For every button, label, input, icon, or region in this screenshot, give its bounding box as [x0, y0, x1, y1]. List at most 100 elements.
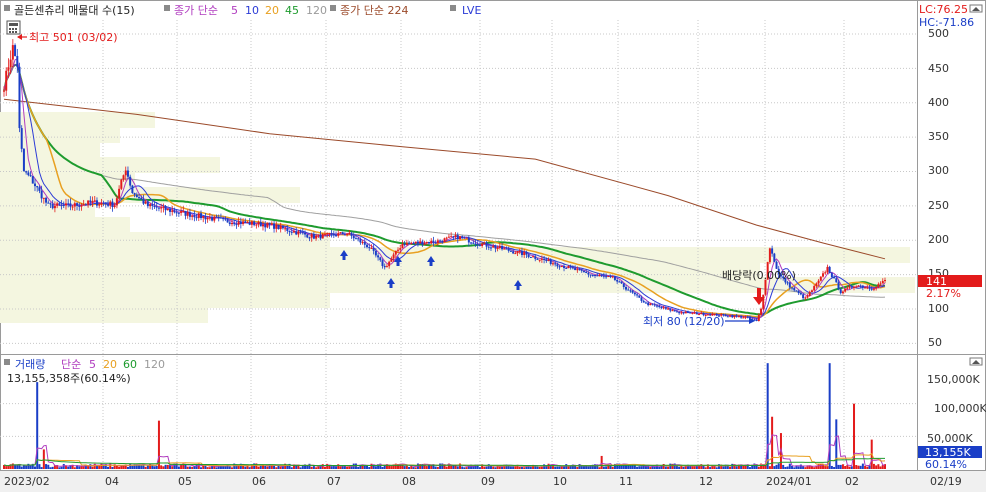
candle-body: [839, 289, 842, 294]
candle-body: [250, 221, 253, 225]
candle-body: [824, 272, 827, 274]
volume-bar: [558, 466, 561, 469]
volume-bar: [609, 464, 612, 469]
volume-bar: [100, 463, 103, 469]
volume-bar: [255, 463, 258, 469]
volume-bar: [662, 463, 665, 469]
current-volume-box: [918, 446, 982, 458]
volume-bar: [64, 465, 67, 469]
volume-profile-box: [0, 262, 760, 278]
volume-bar: [706, 464, 709, 469]
candle-body: [193, 215, 196, 218]
volume-bar: [374, 466, 377, 469]
candle-body: [332, 233, 335, 236]
candle-body: [264, 224, 267, 228]
candle-body: [748, 317, 751, 319]
candle-body: [31, 176, 34, 184]
volume-bar: [485, 466, 488, 469]
volume-bar: [565, 464, 568, 469]
candle-body: [18, 66, 21, 129]
volume-bar: [292, 464, 295, 469]
candle-body: [350, 232, 353, 236]
candle-body: [518, 250, 521, 252]
price-tick: 250: [928, 199, 949, 212]
candle-body: [281, 225, 284, 229]
candle-body: [288, 231, 291, 233]
volume-bar: [872, 463, 875, 469]
candle-body: [93, 200, 96, 202]
candle-body: [680, 312, 683, 314]
candle-body: [215, 216, 218, 218]
candle-body: [777, 268, 780, 275]
volume-bar: [494, 467, 497, 469]
volume-bar: [129, 463, 132, 469]
volume-bar: [115, 465, 118, 469]
candle-body: [720, 314, 723, 316]
volume-bar: [169, 465, 172, 469]
volume-bar: [339, 466, 342, 469]
candle-body: [182, 210, 185, 212]
high-arrowhead-icon: [17, 34, 22, 40]
candle-body: [629, 290, 632, 292]
candle-body: [631, 290, 634, 293]
candle-body: [594, 274, 597, 276]
candle-body: [326, 232, 329, 234]
dividend-arrow-icon: [753, 297, 765, 305]
calculator-icon[interactable]: [6, 20, 21, 35]
x-tick-label: 2024/01: [766, 475, 812, 488]
volume-bar: [434, 466, 437, 469]
candle-body: [868, 287, 871, 289]
candle-body: [853, 286, 856, 288]
candle-body: [686, 311, 689, 313]
candle-body: [866, 287, 869, 289]
candle-body: [461, 236, 464, 238]
volume-bar: [620, 464, 623, 469]
candle-body: [870, 288, 873, 290]
volume-bar: [775, 464, 778, 469]
candle-body: [11, 45, 14, 60]
volume-bar: [724, 464, 727, 469]
candle-body: [682, 312, 685, 314]
volume-bar: [430, 465, 433, 469]
volume-bar: [173, 463, 176, 469]
dividend-arrow-stem: [757, 288, 761, 298]
candle-body: [60, 204, 63, 206]
candle-body: [423, 243, 426, 245]
volume-bar: [689, 465, 692, 469]
candle-body: [859, 285, 862, 287]
volume-bar: [346, 466, 349, 469]
volume-bar: [162, 466, 165, 469]
volume-bar: [182, 463, 185, 469]
candle-body: [611, 276, 614, 278]
volume-bar: [87, 465, 90, 469]
volume-bar: [160, 465, 163, 469]
volume-bar: [850, 466, 853, 469]
candle-body: [512, 251, 515, 254]
candle-body: [532, 256, 535, 258]
price-tick: 200: [928, 233, 949, 246]
x-tick-label: 02: [845, 475, 859, 488]
candle-body: [337, 233, 340, 236]
volume-bar: [651, 466, 654, 469]
price-tick: 300: [928, 164, 949, 177]
volume-bar: [20, 466, 23, 469]
candle-body: [498, 246, 501, 249]
candle-body: [742, 317, 745, 319]
candle-body: [206, 217, 209, 220]
volume-bar: [142, 463, 145, 469]
volume-bar: [815, 465, 818, 469]
candle-body: [208, 217, 211, 219]
candle-body: [47, 202, 50, 204]
candle-body: [308, 237, 311, 239]
volume-bar: [505, 464, 508, 469]
volume-bar: [224, 465, 227, 469]
volume-bar: [748, 467, 751, 469]
volume-bar: [656, 464, 659, 469]
candle-body: [640, 297, 643, 301]
volume-bar: [319, 464, 322, 469]
volume-bar: [879, 466, 882, 469]
candle-body: [385, 266, 388, 268]
volume-tick: 50,000K: [927, 432, 973, 445]
volume-ma120-label: 120: [144, 358, 165, 371]
candle-body: [204, 216, 207, 220]
